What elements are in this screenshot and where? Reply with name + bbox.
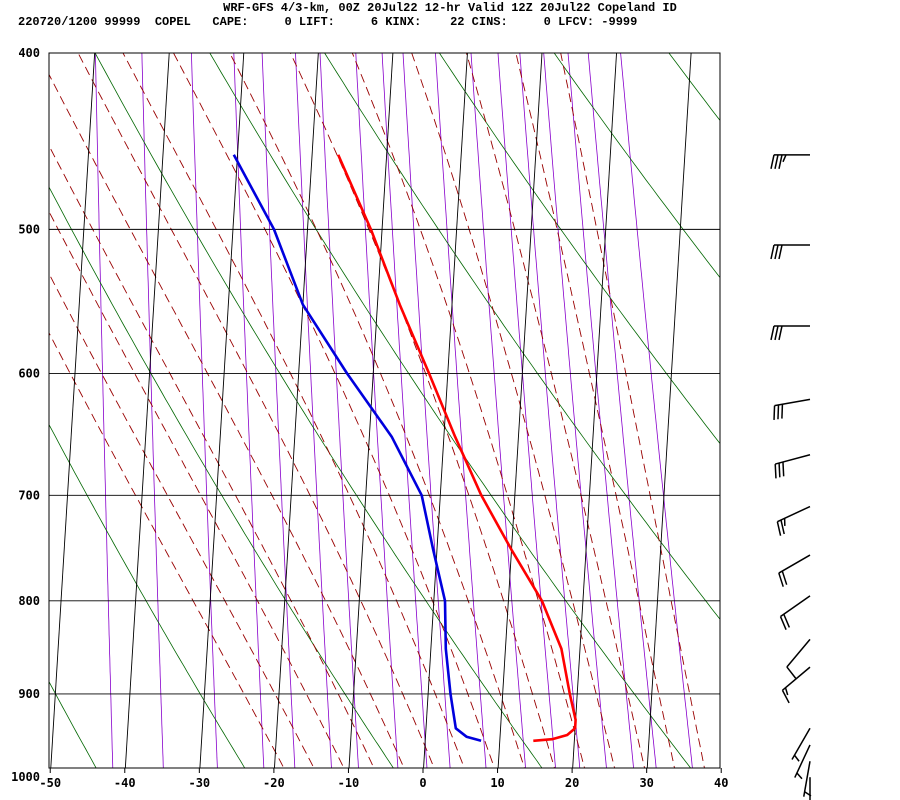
sounding-traces: [232, 154, 577, 743]
moist-adiabat: [122, 53, 465, 768]
wind-barb: [809, 777, 811, 800]
x-tick-label: -40: [114, 776, 136, 790]
wind-barb: [778, 554, 811, 587]
dry-adiabat: [865, 13, 900, 800]
y-axis: 400 500 600 700 800 900 1000: [11, 46, 40, 784]
wind-barb: [770, 325, 810, 341]
wind-barb: [776, 505, 811, 536]
moist-adiabat: [289, 53, 555, 768]
dry-adiabat: [94, 53, 543, 768]
isotherm: [274, 53, 319, 768]
wind-barb: [770, 154, 810, 169]
mixing-ratio-line: [543, 53, 607, 768]
mixing-ratio-line: [94, 53, 114, 768]
x-tick-label: 10: [490, 776, 504, 790]
isotherm: [497, 53, 543, 768]
dry-adiabat: [49, 423, 246, 768]
x-tick-label: 20: [565, 776, 579, 790]
dry-adiabat: [49, 680, 97, 768]
moist-adiabat: [515, 53, 675, 768]
x-tick-label: -20: [263, 776, 285, 790]
y-tick-label: 800: [18, 594, 40, 608]
moist-adiabat: [229, 53, 525, 768]
plot-frame: [48, 52, 721, 769]
mixing-ratio-line: [587, 53, 657, 768]
y-tick-label: 600: [18, 366, 40, 380]
mixing-ratio-line: [381, 53, 428, 768]
y-tick-label: 400: [18, 46, 40, 60]
x-tick-label: 0: [419, 776, 426, 790]
mixing-ratio-line: [233, 53, 265, 768]
wind-barb: [770, 244, 810, 260]
wind-profile: [770, 154, 812, 800]
moist-adiabat: [49, 331, 285, 768]
mixing-ratio-line: [519, 53, 581, 768]
moist-adiabat: [49, 272, 315, 768]
y-tick-label: 900: [18, 687, 40, 701]
isotherm: [0, 12, 23, 800]
sounding-stats: 220720/1200 99999 COPEL CAPE: 0 LIFT: 6 …: [18, 15, 637, 29]
mixing-ratio-line: [141, 53, 164, 768]
y-tick-label: 1000: [11, 770, 40, 784]
mixing-ratio-line: [319, 53, 359, 768]
wind-barb: [779, 595, 811, 631]
grid: [0, 12, 768, 800]
isotherm: [348, 53, 394, 768]
dry-adiabat: [668, 53, 720, 122]
isotherm: [719, 12, 768, 800]
moist-adiabat: [49, 210, 345, 768]
mixing-ratio-line: [620, 53, 693, 768]
wind-barb: [794, 744, 811, 780]
mixing-ratio-line: [470, 53, 526, 768]
dry-adiabat: [209, 53, 692, 768]
wind-barb: [773, 398, 811, 420]
mixing-ratio-line: [434, 53, 487, 768]
dewpoint-trace: [232, 154, 482, 743]
mixing-ratio-line: [567, 53, 634, 768]
moist-adiabat: [49, 73, 405, 768]
moist-adiabat: [49, 144, 375, 768]
dry-adiabat: [49, 186, 394, 768]
isotherm: [50, 53, 96, 768]
x-axis: -50 -40 -30 -20 -10 0 10 20 30 40: [39, 768, 728, 790]
dry-adiabat: [324, 53, 720, 620]
dry-adiabat: [553, 53, 720, 279]
x-tick-label: 30: [639, 776, 653, 790]
isotherm: [423, 53, 468, 768]
isotherm: [646, 53, 692, 768]
mixing-ratio-line: [190, 53, 218, 768]
mixing-ratio-line: [402, 53, 451, 768]
isotherm: [199, 53, 245, 768]
moist-adiabat: [77, 53, 435, 768]
isotherm: [124, 53, 170, 768]
y-tick-label: 500: [18, 222, 40, 236]
chart-title: WRF-GFS 4/3-km, 00Z 20Jul22 12-hr Valid …: [223, 1, 677, 15]
moist-adiabat: [411, 53, 616, 768]
x-tick-label: 40: [714, 776, 728, 790]
mixing-ratio-line: [295, 53, 332, 768]
wind-barb: [781, 666, 811, 704]
temperature-trace: [337, 154, 577, 743]
moist-adiabat: [465, 53, 646, 768]
wind-barb: [774, 454, 811, 479]
moist-adiabat: [172, 53, 495, 768]
isotherm: [572, 53, 618, 768]
wind-barb: [786, 638, 811, 679]
mixing-ratio-line: [261, 53, 296, 768]
x-tick-label: -50: [39, 776, 61, 790]
dry-adiabat: [438, 53, 720, 445]
mixing-ratio-line: [497, 53, 556, 768]
y-tick-label: 700: [18, 488, 40, 502]
thermo-background: [49, 13, 900, 800]
wind-barb: [791, 727, 811, 762]
x-tick-label: -30: [188, 776, 210, 790]
moist-adiabat: [351, 53, 586, 768]
moist-adiabat: [560, 53, 705, 768]
x-tick-label: -10: [338, 776, 360, 790]
